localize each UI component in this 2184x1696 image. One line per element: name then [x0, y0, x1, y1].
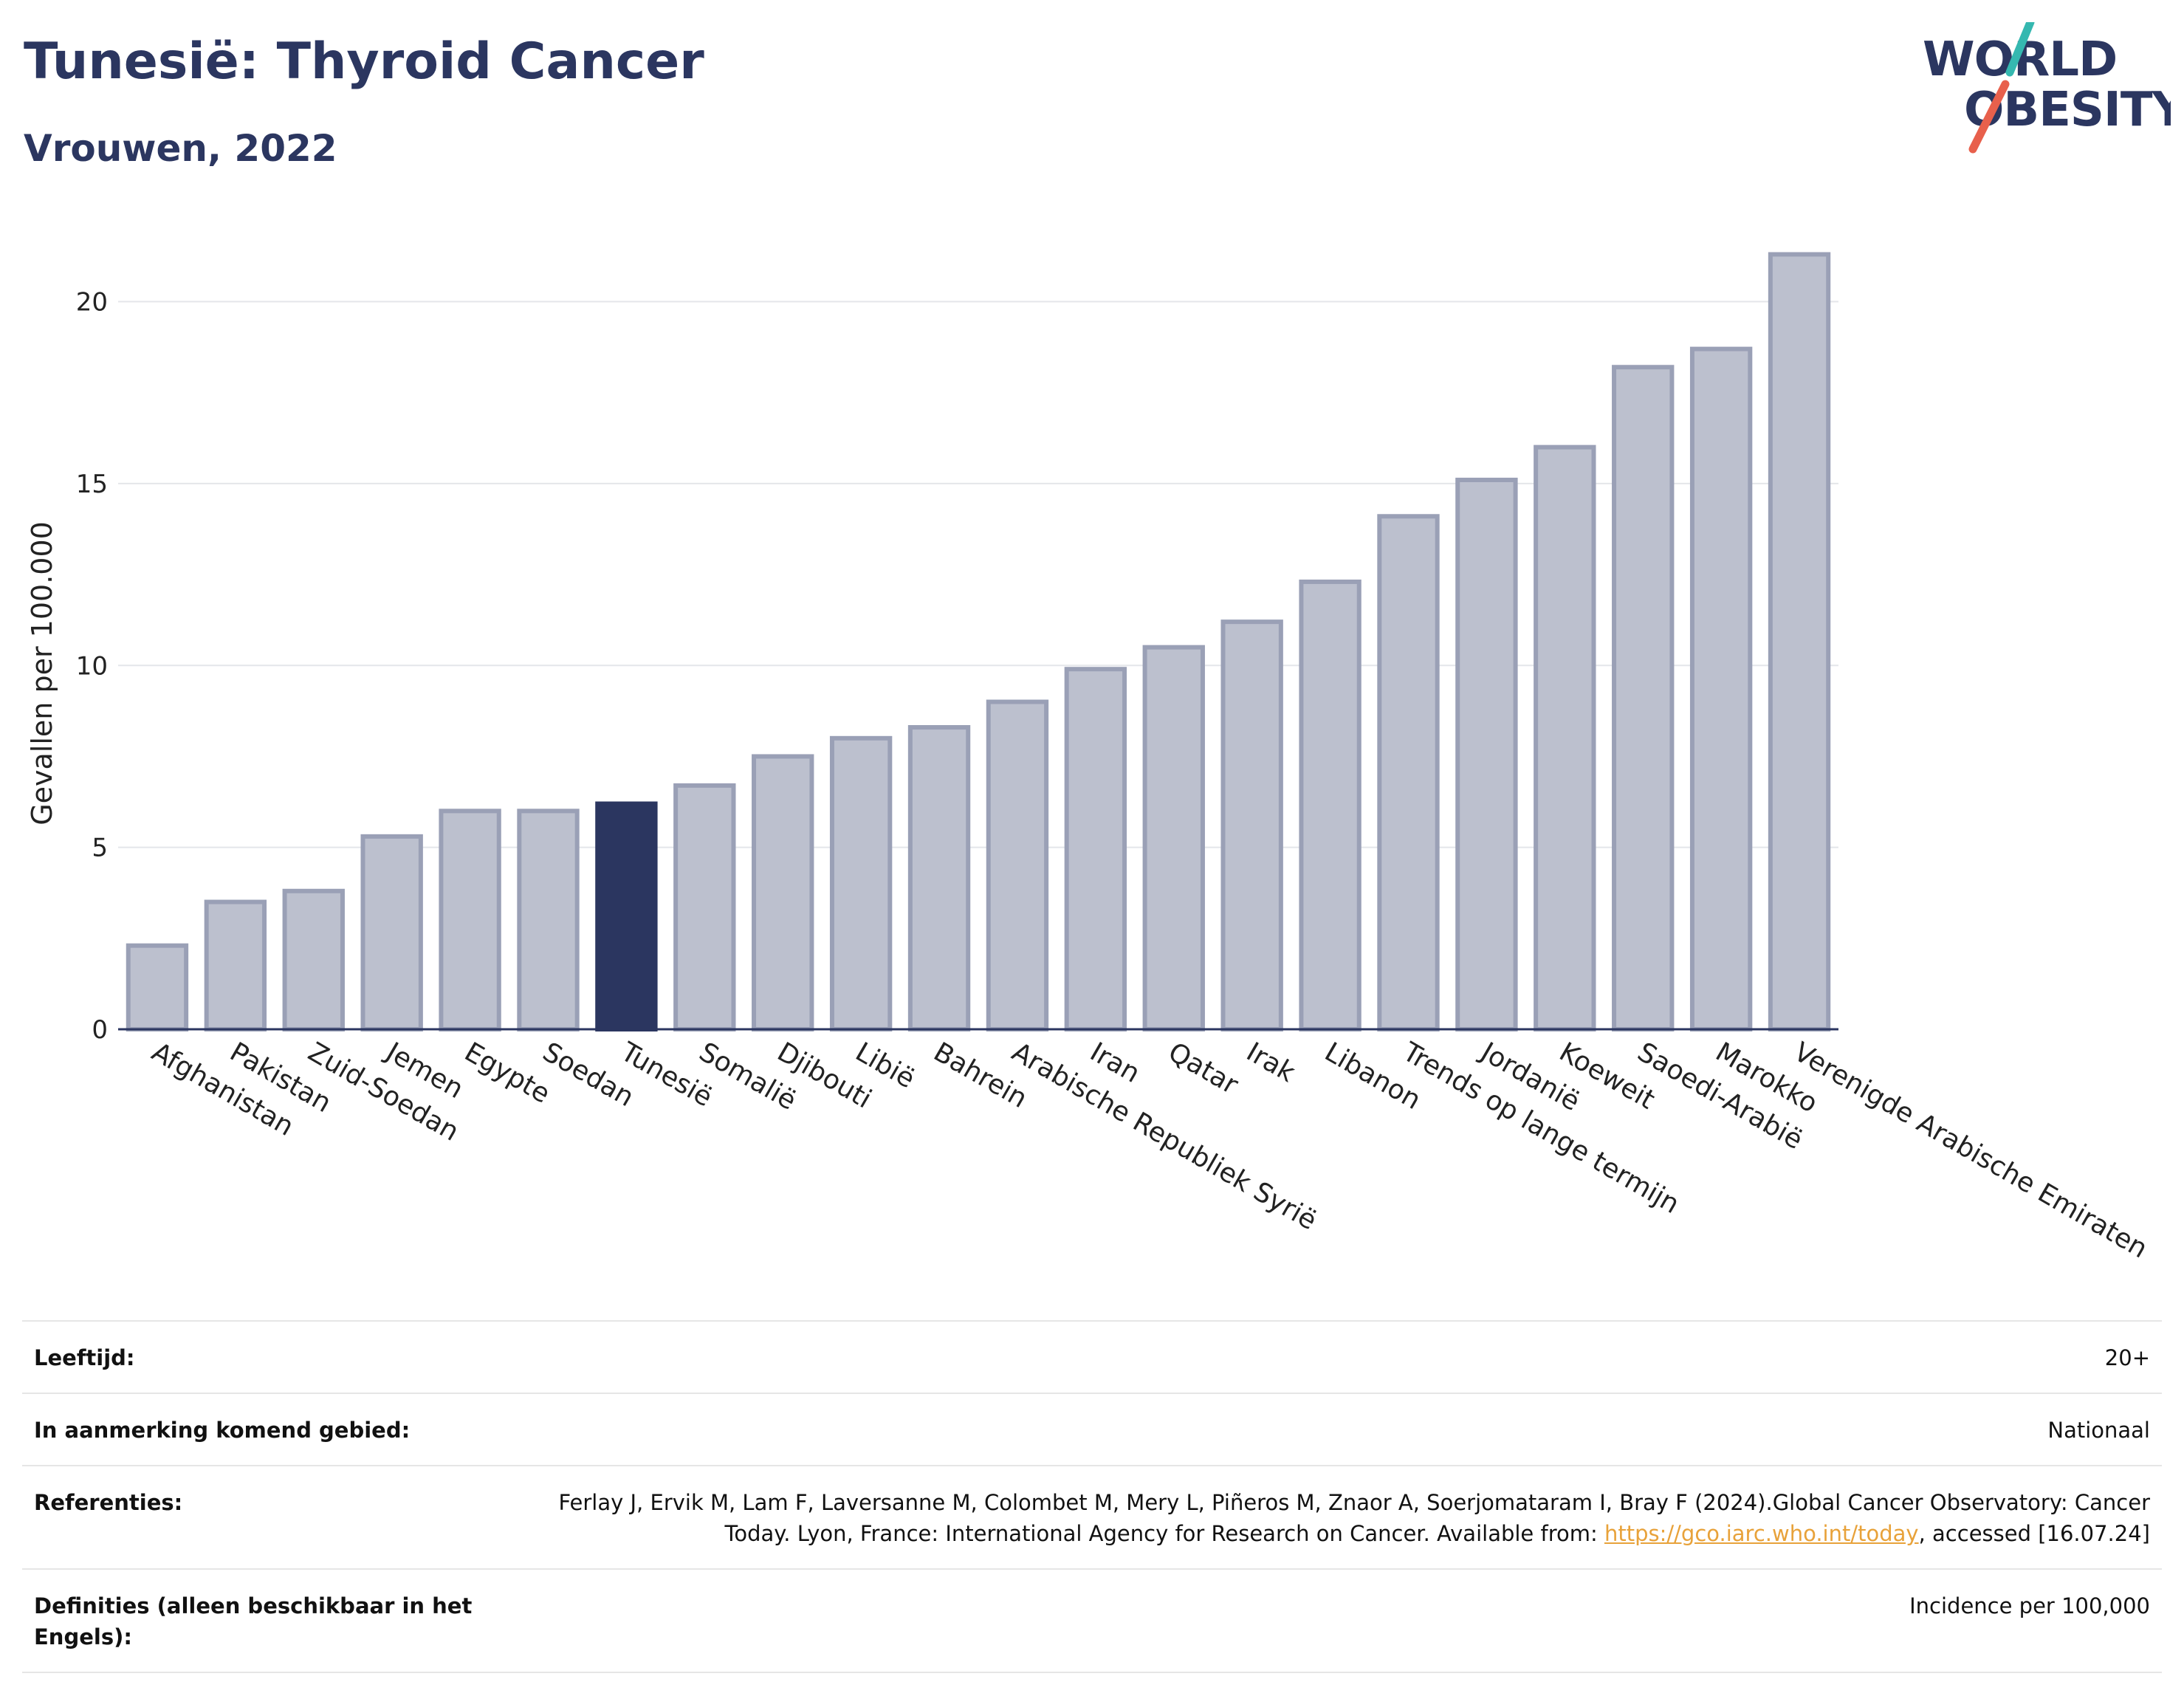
bar-libië: [829, 735, 893, 1031]
logo-slash-top: [2005, 22, 2035, 77]
chart-subtitle: Vrouwen, 2022: [24, 127, 337, 170]
bar-jordanië: [1455, 477, 1518, 1031]
references-link[interactable]: https://gco.iarc.who.int/today: [1604, 1521, 1919, 1546]
bar-egypte: [439, 808, 501, 1031]
x-tick-label: Qatar: [1163, 1037, 1243, 1100]
bar-verenigde-arabische-emiraten: [1768, 252, 1831, 1031]
definitions-label: Definities (alleen beschikbaar in het En…: [34, 1593, 473, 1649]
bar-marokko: [1689, 346, 1753, 1032]
age-value: 20+: [2104, 1345, 2150, 1370]
age-label: Leeftijd:: [34, 1345, 135, 1370]
logo-slash-bottom: [1968, 80, 2010, 154]
bar-djibouti: [752, 754, 814, 1032]
references-accessed: , accessed [16.07.24]: [1918, 1521, 2150, 1546]
bar-afghanistan: [126, 943, 189, 1031]
bar-chart: 0 5 10 15 20 AfghanistanPakistanZuid-SoedanJ…: [26, 252, 2152, 1264]
bar-zuid-soedan: [282, 888, 345, 1032]
area-label: In aanmerking komend gebied:: [34, 1418, 411, 1443]
y-tick-label: 5: [92, 834, 108, 863]
bar-koeweit: [1534, 444, 1596, 1031]
bar-soedan: [517, 808, 580, 1031]
bar-libanon: [1299, 579, 1361, 1031]
definitions-value: Incidence per 100,000: [1909, 1593, 2150, 1618]
bar-irak: [1220, 619, 1283, 1031]
y-axis-label: Gevallen per 100.000: [26, 521, 58, 825]
y-axis-ticks: 0 5 10 15 20: [76, 288, 108, 1045]
references-label: Referenties:: [34, 1490, 183, 1515]
meta-row-references: Referenties: Ferlay J, Ervik M, Lam F, L…: [22, 1465, 2162, 1568]
x-tick-label: Verenigde Arabische Emiraten: [1789, 1037, 2153, 1264]
meta-row-area: In aanmerking komend gebied: Nationaal: [22, 1393, 2162, 1465]
bar-trends-op-lange-termijn: [1377, 514, 1440, 1031]
bar-jemen: [360, 834, 423, 1031]
x-tick-label: Egypte: [459, 1037, 555, 1110]
y-tick-label: 20: [76, 288, 108, 317]
bar-saoedi-arabië: [1612, 365, 1675, 1031]
area-value: Nationaal: [2047, 1418, 2150, 1443]
metadata-table: Leeftijd: 20+ In aanmerking komend gebie…: [22, 1320, 2162, 1673]
x-tick-label: Irak: [1241, 1037, 1300, 1088]
world-obesity-logo: WORLD OBESITY: [1923, 22, 2171, 154]
bars: [126, 252, 1831, 1032]
bar-qatar: [1142, 645, 1205, 1031]
bar-tunesië: [595, 801, 658, 1031]
y-tick-label: 0: [92, 1015, 108, 1045]
bar-arabische-republiek-syrië: [986, 699, 1049, 1032]
x-axis-labels: AfghanistanPakistanZuid-SoedanJemenEgypt…: [146, 1036, 2152, 1264]
meta-row-definitions: Definities (alleen beschikbaar in het En…: [22, 1568, 2162, 1673]
bar-pakistan: [204, 899, 267, 1031]
references-value: Ferlay J, Ervik M, Lam F, Laversanne M, …: [540, 1487, 2150, 1549]
bar-somalië: [673, 783, 736, 1031]
references-text: Ferlay J, Ervik M, Lam F, Laversanne M, …: [558, 1490, 2150, 1546]
bar-iran: [1064, 667, 1127, 1031]
y-tick-label: 10: [76, 651, 108, 681]
y-tick-label: 15: [76, 470, 108, 499]
bar-bahrein: [907, 725, 971, 1031]
chart-title: Tunesië: Thyroid Cancer: [24, 32, 704, 91]
meta-row-age: Leeftijd: 20+: [22, 1320, 2162, 1393]
